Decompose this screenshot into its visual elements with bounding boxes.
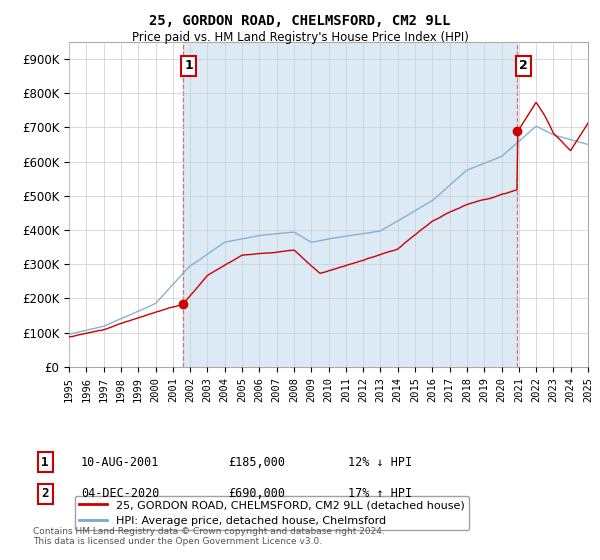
Text: 2: 2 xyxy=(519,59,528,72)
Text: Price paid vs. HM Land Registry's House Price Index (HPI): Price paid vs. HM Land Registry's House … xyxy=(131,31,469,44)
Bar xyxy=(183,42,517,367)
Text: Contains HM Land Registry data © Crown copyright and database right 2024.
This d: Contains HM Land Registry data © Crown c… xyxy=(33,526,385,546)
Text: £185,000: £185,000 xyxy=(228,455,285,469)
Text: 1: 1 xyxy=(185,59,193,72)
Text: 2: 2 xyxy=(41,487,49,501)
Text: 10-AUG-2001: 10-AUG-2001 xyxy=(81,455,160,469)
Text: £690,000: £690,000 xyxy=(228,487,285,501)
Text: 04-DEC-2020: 04-DEC-2020 xyxy=(81,487,160,501)
Text: 12% ↓ HPI: 12% ↓ HPI xyxy=(348,455,412,469)
Text: 25, GORDON ROAD, CHELMSFORD, CM2 9LL: 25, GORDON ROAD, CHELMSFORD, CM2 9LL xyxy=(149,14,451,28)
Text: 17% ↑ HPI: 17% ↑ HPI xyxy=(348,487,412,501)
Text: 1: 1 xyxy=(41,455,49,469)
Legend: 25, GORDON ROAD, CHELMSFORD, CM2 9LL (detached house), HPI: Average price, detac: 25, GORDON ROAD, CHELMSFORD, CM2 9LL (de… xyxy=(74,496,469,530)
